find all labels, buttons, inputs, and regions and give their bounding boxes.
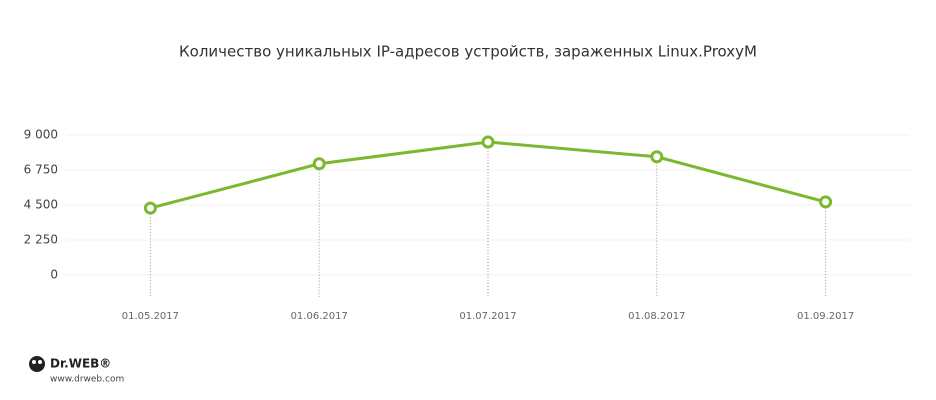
point: [650, 150, 664, 164]
logo-url: www.drweb.com: [50, 375, 124, 385]
x-tick-label: 01.08.2017: [628, 311, 685, 322]
x-tick-label: 01.05.2017: [122, 311, 179, 322]
y-tick-label: 2 250: [24, 233, 58, 247]
point: [481, 135, 495, 149]
chart-title: Количество уникальных IP-адресов устройс…: [179, 43, 757, 61]
point: [819, 195, 833, 209]
y-tick-label: 6 750: [24, 163, 58, 177]
y-tick-label: 9 000: [24, 128, 58, 142]
x-tick-label: 01.07.2017: [459, 311, 516, 322]
x-tick-label: 01.09.2017: [797, 311, 854, 322]
y-tick-label: 4 500: [24, 198, 58, 212]
point: [143, 201, 157, 215]
logo-icon: [29, 356, 45, 372]
logo-name: Dr.WEB®: [50, 357, 111, 371]
point: [312, 157, 326, 171]
x-tick-label: 01.06.2017: [291, 311, 348, 322]
y-tick-label: 0: [50, 268, 58, 282]
